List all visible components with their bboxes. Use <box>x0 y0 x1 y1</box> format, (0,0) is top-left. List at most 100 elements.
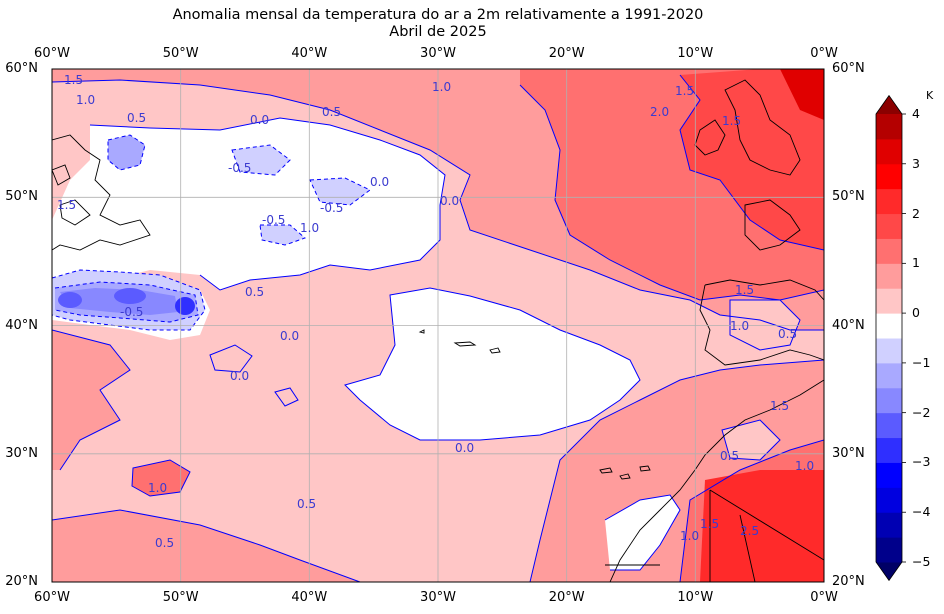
contour-label: -0.5 <box>320 201 343 215</box>
contour-label: 1.5 <box>57 198 76 212</box>
colorbar-segment <box>876 114 902 140</box>
anomaly-band-3.0 <box>780 69 824 120</box>
colorbar-units: K <box>926 89 934 102</box>
anomaly-core-a <box>58 292 82 308</box>
x-tick-top: 10°W <box>677 46 714 61</box>
gridlines <box>52 69 824 582</box>
map-subtitle: Abril de 2025 <box>389 24 487 40</box>
contour-label: 1.5 <box>675 84 694 98</box>
colorbar-segment <box>876 487 902 513</box>
contour-label: 1.5 <box>722 114 741 128</box>
colorbar-extend-high <box>876 95 902 114</box>
colorbar-segment <box>876 462 902 488</box>
map-title: Anomalia mensal da temperatura do ar a 2… <box>172 7 704 23</box>
colorbar-segment <box>876 163 902 190</box>
colorbar-segment <box>876 437 902 463</box>
anomaly-band-neg1.0-a <box>108 135 145 170</box>
anomaly-band-neg0.5-b <box>310 178 370 205</box>
anomaly-band-1.5-patch <box>132 460 190 496</box>
x-tick-top: 0°W <box>810 46 838 61</box>
y-tick-left: 40°N <box>5 317 38 333</box>
x-tick-bottom: 0°W <box>810 590 838 605</box>
y-tick-right: 40°N <box>832 317 865 333</box>
x-tick-bottom: 20°W <box>548 590 585 605</box>
anomaly-band-neg0.5-a <box>232 145 290 175</box>
colorbar-tick-label: −1 <box>912 354 931 370</box>
y-tick-right: 20°N <box>832 574 865 589</box>
contour-label: 0.0 <box>370 175 389 189</box>
contour-label: 1.5 <box>700 517 719 531</box>
colorbar-segment <box>876 338 902 364</box>
contour-label: 0.0 <box>230 369 249 383</box>
anomaly-band-0.5-iberia <box>730 300 800 350</box>
contour-label: 0.5 <box>245 285 264 299</box>
colorbar-segment <box>876 412 902 439</box>
colorbar <box>875 94 906 582</box>
x-tick-bottom: 30°W <box>420 590 456 605</box>
colorbar-tick-label: 1 <box>912 255 920 271</box>
contour-label: 1.0 <box>432 80 451 94</box>
colorbar-segment <box>876 313 902 339</box>
contour-label-layer: 1.5 1.0 0.5 0.0 -0.5 0.0 1.0 0.5 0.0 0.5… <box>57 73 814 550</box>
colorbar-segment <box>876 362 902 389</box>
x-tick-top: 40°W <box>291 46 328 61</box>
y-tick-left: 20°N <box>5 574 38 589</box>
contour-label: 1.0 <box>300 221 319 235</box>
colorbar-tick-label: 3 <box>912 155 920 171</box>
y-tick-right: 30°N <box>832 445 865 461</box>
y-tick-right: 60°N <box>832 61 865 76</box>
colorbar-extend-low <box>876 562 902 581</box>
contour-label: 0.0 <box>455 441 474 455</box>
contour-label: 2.5 <box>740 524 759 538</box>
contour-label: 0.5 <box>778 327 797 341</box>
contour-label: -0.5 <box>120 305 143 319</box>
x-tick-top: 20°W <box>548 46 585 61</box>
anomaly-band-0.5-morocco <box>722 420 780 460</box>
contour-label: 0.5 <box>155 536 174 550</box>
y-tick-left: 30°N <box>5 445 38 461</box>
y-tick-left: 60°N <box>5 61 38 76</box>
anomaly-band-2.0-europe <box>680 69 824 250</box>
colorbar-segment <box>876 387 902 414</box>
contour-label: 1.0 <box>680 529 699 543</box>
y-tick-left: 50°N <box>5 189 38 205</box>
contour-lines <box>52 74 824 582</box>
colorbar-tick-label: 4 <box>912 106 920 121</box>
anomaly-band-neg0.5-c <box>260 225 305 245</box>
contour-label: 0.5 <box>720 449 739 463</box>
contour-label: 1.0 <box>795 459 814 473</box>
colorbar-tick-label: −3 <box>912 454 931 470</box>
contour-label: 0.0 <box>440 194 459 208</box>
anomaly-band-0.0-sahara <box>605 495 680 570</box>
contour-label: 1.5 <box>735 283 754 297</box>
x-tick-bottom: 10°W <box>677 590 714 605</box>
contour-label: 1.5 <box>770 399 789 413</box>
contour-label: -0.5 <box>262 213 285 227</box>
x-tick-bottom: 60°W <box>34 590 70 605</box>
x-tick-bottom: 40°W <box>291 590 328 605</box>
colorbar-segment <box>876 512 902 538</box>
colorbar-segment <box>876 288 902 314</box>
contour-label: 0.0 <box>280 329 299 343</box>
colorbar-tick-label: −2 <box>912 404 931 420</box>
anomaly-band-1.0-west <box>52 330 130 470</box>
anomaly-band-0.0-central <box>345 288 640 440</box>
x-tick-bottom: 50°W <box>162 590 199 605</box>
colorbar-segment <box>876 188 902 215</box>
colorbar-segment <box>876 213 902 239</box>
colorbar-tick-label: −5 <box>912 554 931 569</box>
contour-label: 1.0 <box>76 93 95 107</box>
contour-label: 0.5 <box>297 497 316 511</box>
contour-label: 0.5 <box>322 105 341 119</box>
colorbar-segment <box>876 537 902 563</box>
anomaly-core-b <box>114 288 146 304</box>
anomaly-band-0.0-north <box>52 118 445 295</box>
contour-label: -0.5 <box>228 161 251 175</box>
coastlines <box>52 79 824 582</box>
contour-label: 0.0 <box>250 113 269 127</box>
anomaly-core-c <box>175 297 195 315</box>
map-frame <box>51 68 825 583</box>
anomaly-band-1.0-south <box>52 510 360 582</box>
colorbar-tick-label: 2 <box>912 205 920 221</box>
